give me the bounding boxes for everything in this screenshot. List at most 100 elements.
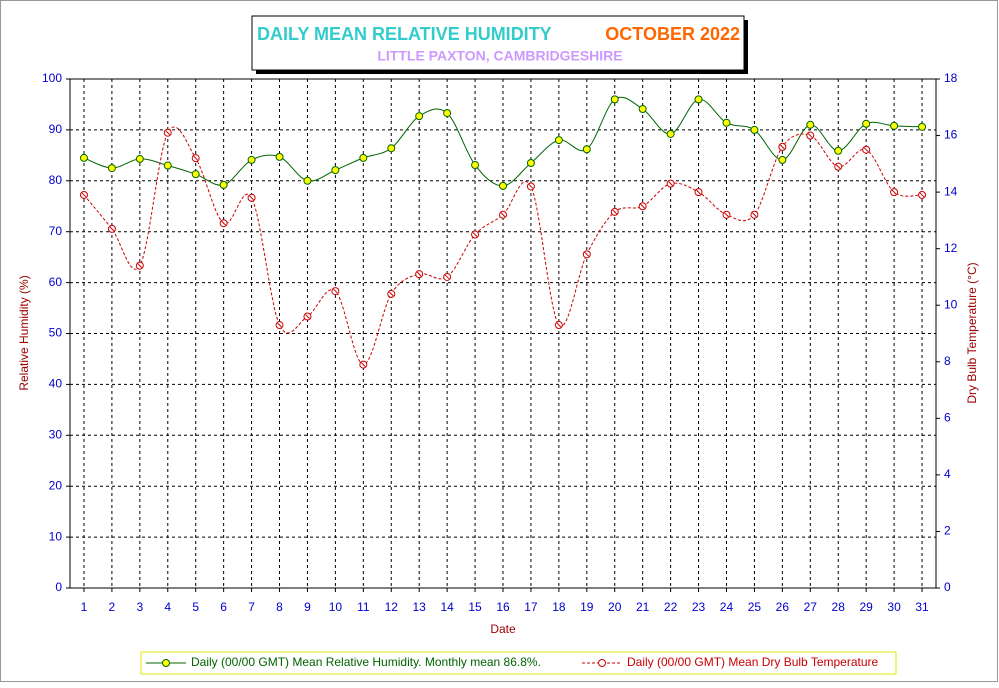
y-tick-label: 70 xyxy=(49,224,63,238)
data-point xyxy=(219,180,228,189)
data-point-cross xyxy=(752,212,757,218)
data-point xyxy=(415,112,424,121)
data-point-cross xyxy=(807,133,813,138)
x-tick-label: 27 xyxy=(804,600,818,614)
data-point-cross xyxy=(305,314,310,319)
legend-marker xyxy=(162,659,170,667)
y-axis-label: Relative Humidity (%) xyxy=(17,275,31,390)
data-point-cross xyxy=(835,164,841,170)
x-tick-label: 28 xyxy=(832,600,846,614)
x-tick-label: 26 xyxy=(776,600,790,614)
x-tick-label: 14 xyxy=(440,600,454,614)
chart-subtitle: LITTLE PAXTON, CAMBRIDGESHIRE xyxy=(377,48,622,64)
x-tick-label: 21 xyxy=(636,600,650,614)
data-point-cross xyxy=(863,147,869,153)
data-point-cross xyxy=(696,189,701,195)
data-point-cross xyxy=(472,232,478,237)
data-point-cross xyxy=(444,274,450,280)
data-point-cross xyxy=(500,212,506,218)
x-tick-label: 17 xyxy=(524,600,538,614)
data-point-cross xyxy=(388,291,394,297)
y2-axis-label: Dry Bulb Temperature (°C) xyxy=(965,262,979,403)
data-point-cross xyxy=(277,322,282,328)
y-tick-label: 0 xyxy=(55,580,62,594)
data-point xyxy=(806,120,815,129)
x-tick-label: 5 xyxy=(192,600,199,614)
data-point xyxy=(722,118,731,127)
data-point xyxy=(135,154,144,163)
data-point xyxy=(610,95,619,104)
y-tick-label: 20 xyxy=(49,478,63,492)
x-tick-label: 12 xyxy=(385,600,399,614)
data-point xyxy=(247,155,256,164)
data-point xyxy=(666,129,675,138)
x-tick-label: 3 xyxy=(136,600,143,614)
chart-title: DAILY MEAN RELATIVE HUMIDITY xyxy=(257,24,552,44)
data-point xyxy=(303,176,312,185)
data-point-cross xyxy=(556,322,562,328)
data-point-cross xyxy=(137,263,143,268)
y2-tick-label: 16 xyxy=(944,128,958,142)
y-tick-label: 100 xyxy=(42,71,62,85)
x-tick-label: 25 xyxy=(748,600,762,614)
data-point xyxy=(191,170,200,179)
x-tick-label: 16 xyxy=(496,600,510,614)
y2-tick-label: 0 xyxy=(944,580,951,594)
y2-tick-label: 18 xyxy=(944,71,958,85)
legend-marker xyxy=(598,659,606,667)
y2-tick-label: 2 xyxy=(944,524,951,538)
x-tick-label: 8 xyxy=(276,600,283,614)
x-tick-label: 10 xyxy=(329,600,343,614)
data-point xyxy=(471,161,480,170)
data-point xyxy=(526,158,535,167)
title-box xyxy=(251,15,745,71)
data-point-cross xyxy=(165,130,171,136)
data-point xyxy=(890,121,899,130)
legend-label: Daily (00/00 GMT) Mean Relative Humidity… xyxy=(191,655,541,669)
data-point-cross xyxy=(891,189,897,195)
x-tick-label: 7 xyxy=(248,600,255,614)
y-tick-label: 90 xyxy=(49,122,63,136)
data-point xyxy=(443,109,452,118)
x-tick-label: 11 xyxy=(357,600,370,614)
x-tick-label: 22 xyxy=(664,600,678,614)
data-point xyxy=(778,155,787,164)
y2-tick-label: 6 xyxy=(944,411,951,425)
x-tick-label: 4 xyxy=(164,600,171,614)
x-tick-label: 1 xyxy=(81,600,88,614)
x-tick-label: 6 xyxy=(220,600,227,614)
data-point-cross xyxy=(221,220,226,226)
data-point-cross xyxy=(584,251,590,257)
legend-label: Daily (00/00 GMT) Mean Dry Bulb Temperat… xyxy=(627,655,879,669)
x-tick-label: 2 xyxy=(109,600,116,614)
plot-border xyxy=(69,78,937,589)
data-point-cross xyxy=(193,155,199,161)
x-tick-label: 18 xyxy=(552,600,566,614)
x-tick-label: 20 xyxy=(608,600,622,614)
data-point xyxy=(359,153,368,162)
x-axis-label: Date xyxy=(490,622,516,636)
data-point xyxy=(331,166,340,175)
x-tick-label: 24 xyxy=(720,600,734,614)
data-point-cross xyxy=(612,209,618,215)
x-tick-label: 19 xyxy=(580,600,594,614)
y-tick-label: 80 xyxy=(49,173,63,187)
data-point-cross xyxy=(780,144,785,150)
data-point xyxy=(79,153,88,162)
y-tick-label: 10 xyxy=(49,529,63,543)
data-point xyxy=(750,125,759,134)
data-point xyxy=(499,181,507,190)
chart-title-date: OCTOBER 2022 xyxy=(605,24,740,44)
x-tick-label: 29 xyxy=(859,600,873,614)
x-tick-label: 31 xyxy=(915,600,929,614)
data-point xyxy=(862,119,871,128)
y-tick-label: 30 xyxy=(49,427,63,441)
x-tick-label: 13 xyxy=(413,600,427,614)
y-tick-label: 60 xyxy=(49,275,63,289)
legend xyxy=(140,651,897,675)
data-point xyxy=(275,152,284,161)
y-tick-label: 50 xyxy=(49,326,63,340)
data-point-cross xyxy=(81,192,87,198)
x-tick-label: 23 xyxy=(692,600,706,614)
data-point-cross xyxy=(724,212,729,218)
